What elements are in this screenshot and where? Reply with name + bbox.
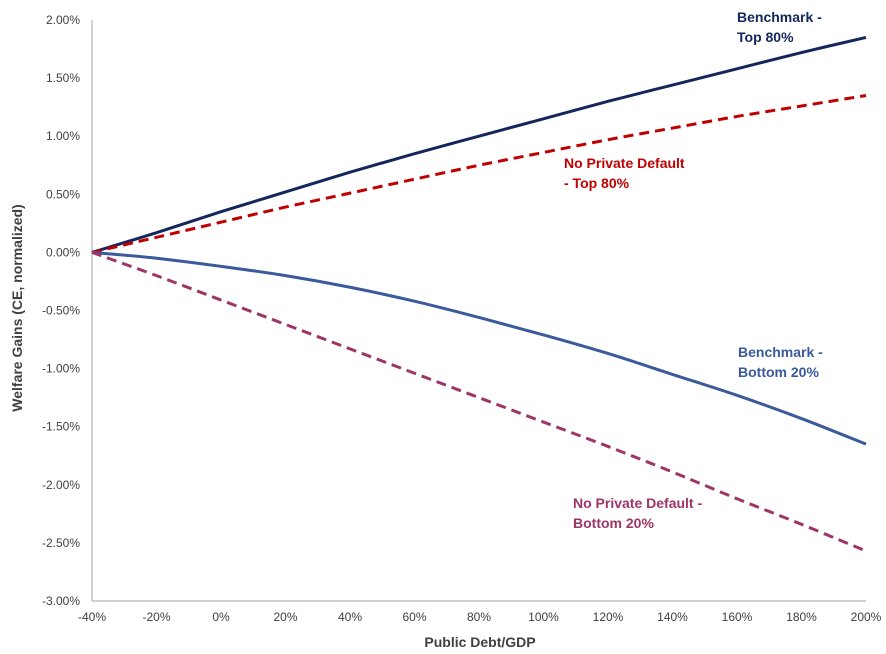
x-tick-label: 40% <box>338 610 362 624</box>
y-axis-title: Welfare Gains (CE, normalized) <box>9 204 25 411</box>
x-tick-label: 180% <box>786 610 817 624</box>
y-tick-label: 0.00% <box>46 245 80 259</box>
y-tick-label: -1.00% <box>42 362 80 376</box>
series-labels: Benchmark -Top 80% No Private Default - To… <box>564 9 823 531</box>
series-label-npd-bottom: No Private Default -Bottom 20% <box>573 495 702 531</box>
y-tick-label: -2.00% <box>42 478 80 492</box>
x-tick-label: 80% <box>467 610 491 624</box>
x-tick-label: 140% <box>657 610 688 624</box>
series-line-npd-bottom <box>91 250 867 553</box>
y-tick-label: 1.50% <box>46 71 80 85</box>
y-tick-label: 2.00% <box>46 13 80 27</box>
series-lines <box>91 35 867 553</box>
series-label-bench-top: Benchmark -Top 80% <box>737 9 822 45</box>
y-tick-label: -2.50% <box>42 536 80 550</box>
series-label-npd-top: No Private Default - Top 80% <box>564 155 685 191</box>
series-line-bench-bottom <box>91 250 867 446</box>
y-tick-label: 1.00% <box>46 129 80 143</box>
y-tick-label: -0.50% <box>42 304 80 318</box>
axes <box>91 20 866 602</box>
x-tick-labels: -40% -20% 0% 20% 40% 60% 80% 100% 120% 140% 160% 18… <box>78 610 882 624</box>
series-line-npd-top <box>91 94 867 254</box>
x-axis-title: Public Debt/GDP <box>424 634 535 650</box>
x-tick-label: 60% <box>402 610 426 624</box>
x-tick-label: -40% <box>78 610 106 624</box>
x-tick-label: 160% <box>722 610 753 624</box>
series-line-bench-top <box>91 35 867 254</box>
x-tick-label: 120% <box>593 610 624 624</box>
x-tick-label: 200% <box>851 610 882 624</box>
x-tick-label: -20% <box>142 610 170 624</box>
x-tick-label: 20% <box>273 610 297 624</box>
series-label-bench-bottom: Benchmark -Bottom 20% <box>738 344 823 380</box>
y-tick-label: 0.50% <box>46 187 80 201</box>
x-tick-label: 100% <box>528 610 559 624</box>
y-tick-label: -3.00% <box>42 594 80 608</box>
y-tick-labels: 2.00% 1.50% 1.00% 0.50% 0.00% -0.50% -1.00% -1.… <box>42 13 80 608</box>
y-tick-label: -1.50% <box>42 420 80 434</box>
x-tick-label: 0% <box>212 610 230 624</box>
